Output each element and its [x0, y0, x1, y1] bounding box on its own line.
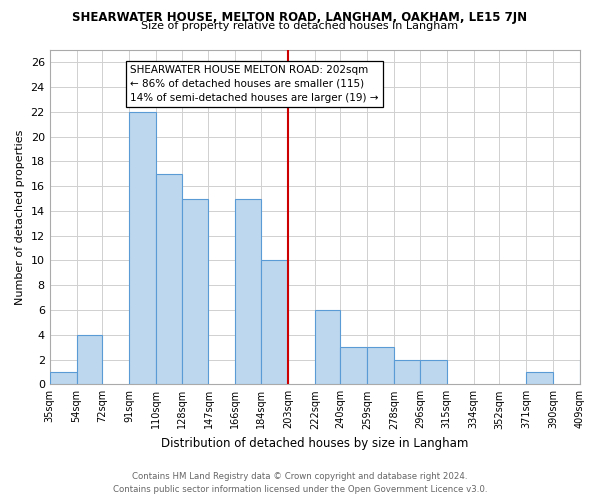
- Bar: [367, 347, 394, 385]
- Text: SHEARWATER HOUSE, MELTON ROAD, LANGHAM, OAKHAM, LE15 7JN: SHEARWATER HOUSE, MELTON ROAD, LANGHAM, …: [73, 11, 527, 24]
- Text: Contains HM Land Registry data © Crown copyright and database right 2024.
Contai: Contains HM Land Registry data © Crown c…: [113, 472, 487, 494]
- Bar: [235, 198, 261, 384]
- Bar: [394, 360, 420, 384]
- Bar: [129, 112, 156, 384]
- Bar: [261, 260, 288, 384]
- Bar: [77, 335, 102, 384]
- Text: SHEARWATER HOUSE MELTON ROAD: 202sqm
← 86% of detached houses are smaller (115)
: SHEARWATER HOUSE MELTON ROAD: 202sqm ← 8…: [130, 65, 379, 103]
- Bar: [50, 372, 77, 384]
- Bar: [182, 198, 208, 384]
- Text: Size of property relative to detached houses in Langham: Size of property relative to detached ho…: [142, 21, 458, 31]
- Bar: [340, 347, 367, 385]
- Bar: [580, 360, 600, 384]
- X-axis label: Distribution of detached houses by size in Langham: Distribution of detached houses by size …: [161, 437, 469, 450]
- Bar: [156, 174, 182, 384]
- Bar: [526, 372, 553, 384]
- Bar: [420, 360, 447, 384]
- Y-axis label: Number of detached properties: Number of detached properties: [15, 130, 25, 305]
- Bar: [315, 310, 340, 384]
